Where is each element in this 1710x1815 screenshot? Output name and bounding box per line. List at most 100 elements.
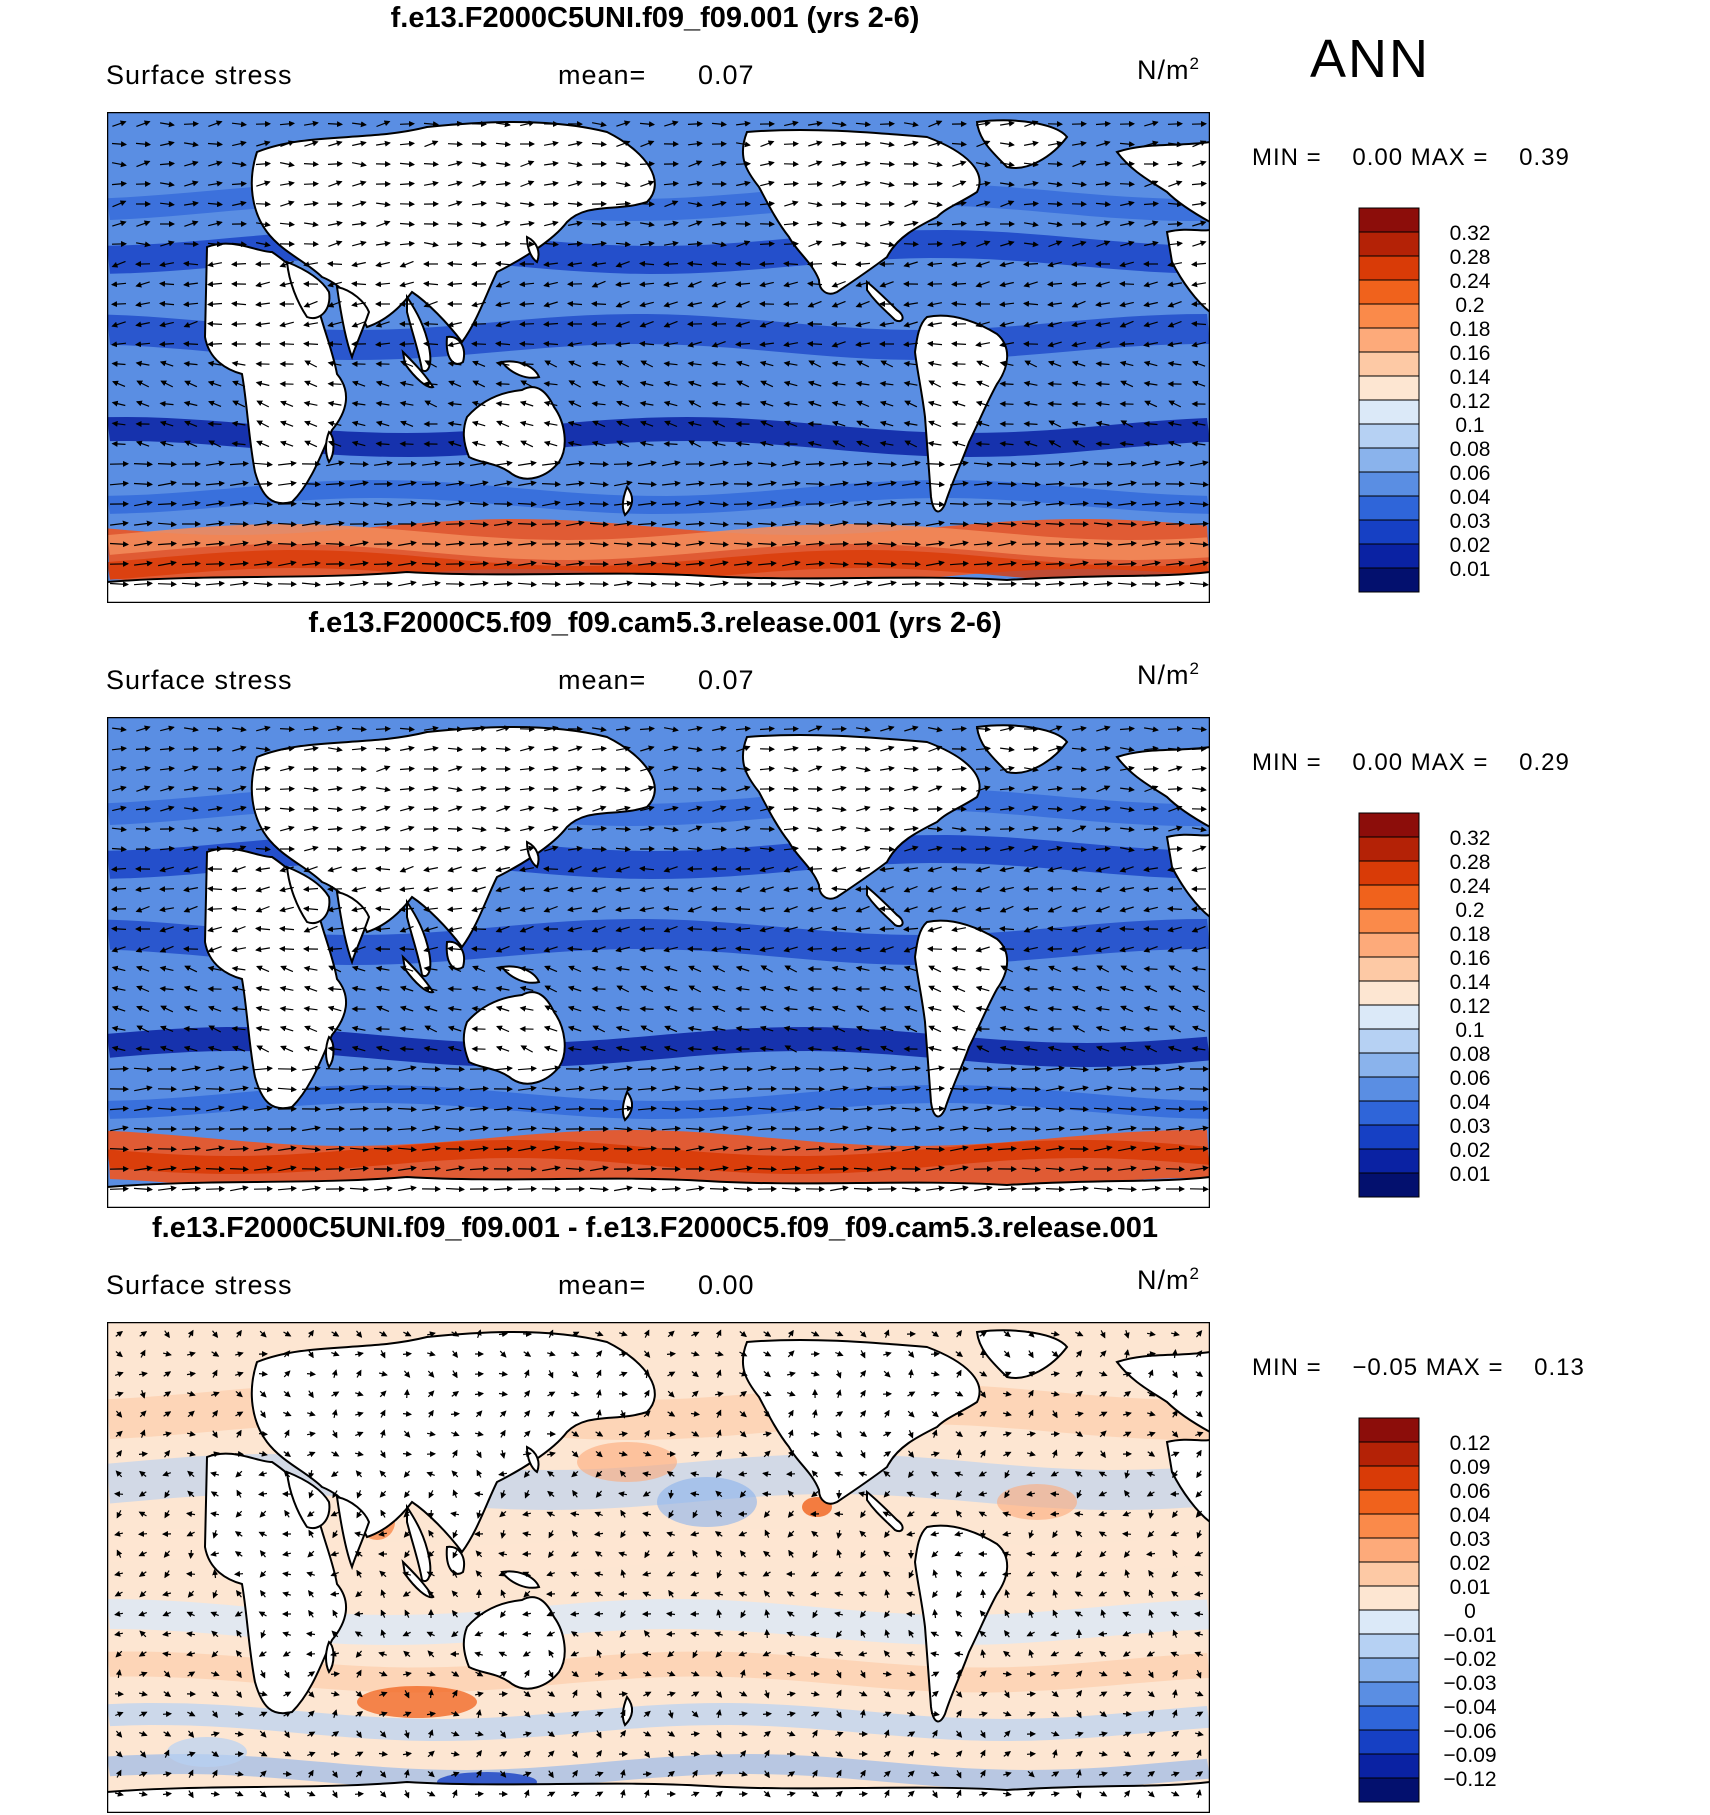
stress-vector xyxy=(352,200,367,207)
legend-label: 0.12 xyxy=(1450,1432,1491,1455)
stress-vector xyxy=(1144,140,1159,147)
stress-vector xyxy=(688,180,703,187)
stress-vector xyxy=(207,281,223,288)
stress-vector xyxy=(664,200,679,208)
stress-vector xyxy=(399,260,414,268)
stress-vector xyxy=(1192,160,1207,167)
vector-field xyxy=(109,120,1209,588)
stress-vector xyxy=(1047,161,1063,168)
stress-vector xyxy=(472,241,487,248)
stress-vector xyxy=(376,120,391,128)
stress-vector xyxy=(762,1711,772,1718)
stress-vector xyxy=(205,1086,225,1093)
stress-vector xyxy=(399,281,414,288)
stress-vector xyxy=(207,906,223,913)
stress-vector xyxy=(642,1771,652,1778)
stress-vector xyxy=(138,1451,148,1458)
stress-vector xyxy=(711,241,727,248)
stress-vector xyxy=(687,201,703,208)
stress-vector xyxy=(736,240,751,248)
stress-vector xyxy=(591,341,607,348)
stress-vector xyxy=(858,1791,868,1798)
stress-vector xyxy=(1095,301,1110,308)
stress-vector xyxy=(159,321,174,328)
stress-vector xyxy=(1000,240,1015,247)
stress-vector xyxy=(136,220,151,227)
legend-swatch xyxy=(1358,1705,1420,1731)
stress-vector xyxy=(301,1085,321,1092)
land-outline xyxy=(742,128,981,295)
mean-value: 0.07 xyxy=(698,60,755,90)
stress-vector xyxy=(279,945,295,952)
stress-vector xyxy=(207,201,223,208)
legend-swatch xyxy=(1358,1076,1420,1102)
stress-vector xyxy=(663,180,679,187)
stress-vector xyxy=(183,340,199,347)
stress-vector xyxy=(1143,200,1159,207)
legend-label: 0.09 xyxy=(1450,1456,1491,1479)
stress-vector xyxy=(1143,965,1158,972)
stress-vector xyxy=(832,121,847,128)
stress-vector xyxy=(927,945,943,952)
stress-vector xyxy=(519,360,534,367)
legend-label: 0.12 xyxy=(1450,390,1491,413)
stress-vector xyxy=(112,120,127,127)
stress-vector xyxy=(1096,240,1111,248)
stress-vector xyxy=(1023,906,1039,913)
stress-vector xyxy=(639,1005,654,1012)
stress-vector xyxy=(1143,281,1158,288)
legend-label: 0.06 xyxy=(1450,1480,1491,1503)
stress-vector xyxy=(663,301,678,308)
stress-vector xyxy=(663,261,679,268)
legend-swatch xyxy=(1358,932,1420,958)
stress-vector xyxy=(519,281,535,288)
legend-swatch xyxy=(1358,1585,1420,1611)
stress-vector xyxy=(327,220,343,227)
stress-vector xyxy=(1021,1086,1041,1093)
stress-vector xyxy=(810,1590,820,1597)
stress-vector xyxy=(1047,380,1062,387)
land-outline xyxy=(325,430,335,464)
stress-vector xyxy=(280,200,295,207)
legend-swatch xyxy=(1358,471,1420,497)
land-outline xyxy=(401,349,435,389)
stress-vector xyxy=(735,260,751,267)
stress-vector xyxy=(591,221,607,228)
legend-swatch xyxy=(1358,1172,1420,1198)
stress-vector xyxy=(807,866,823,873)
color-legend: 0.12 0.09 0.06 0.04 0.03 0.02 0.01 0 −0.01 −0.02−… xyxy=(1358,1417,1518,1805)
stress-vector xyxy=(735,300,750,308)
stress-vector xyxy=(832,240,847,247)
stress-vector xyxy=(450,1411,460,1418)
stress-vector xyxy=(639,281,655,288)
legend-label: 0.04 xyxy=(1450,1091,1491,1114)
legend-label: −0.12 xyxy=(1443,1768,1496,1791)
stress-vector xyxy=(1119,181,1135,188)
land-outline xyxy=(250,121,656,344)
land-outline xyxy=(500,360,541,379)
stress-vector xyxy=(901,520,921,527)
stress-vector xyxy=(1192,240,1207,247)
land-outline xyxy=(325,1035,335,1069)
stress-vector xyxy=(1144,120,1159,127)
stress-vector xyxy=(208,220,223,227)
stress-vector xyxy=(1192,140,1207,148)
stress-vector xyxy=(618,1691,628,1698)
stress-vector xyxy=(807,180,823,187)
stress-vector xyxy=(109,1146,129,1153)
stress-vector xyxy=(183,320,198,328)
stress-vector xyxy=(111,440,126,447)
stress-vector xyxy=(901,580,921,587)
stress-vector xyxy=(519,321,535,328)
stress-vector xyxy=(832,140,847,147)
stress-vector xyxy=(423,280,439,287)
stress-vector xyxy=(879,846,895,853)
stress-vector xyxy=(1167,905,1183,912)
stress-vector xyxy=(927,301,943,308)
stress-vector xyxy=(231,300,247,307)
stress-vector xyxy=(831,280,846,288)
stress-vector xyxy=(666,1630,676,1637)
stress-vector xyxy=(354,1791,364,1798)
stress-vector xyxy=(1167,845,1183,852)
stress-vector xyxy=(927,261,943,268)
